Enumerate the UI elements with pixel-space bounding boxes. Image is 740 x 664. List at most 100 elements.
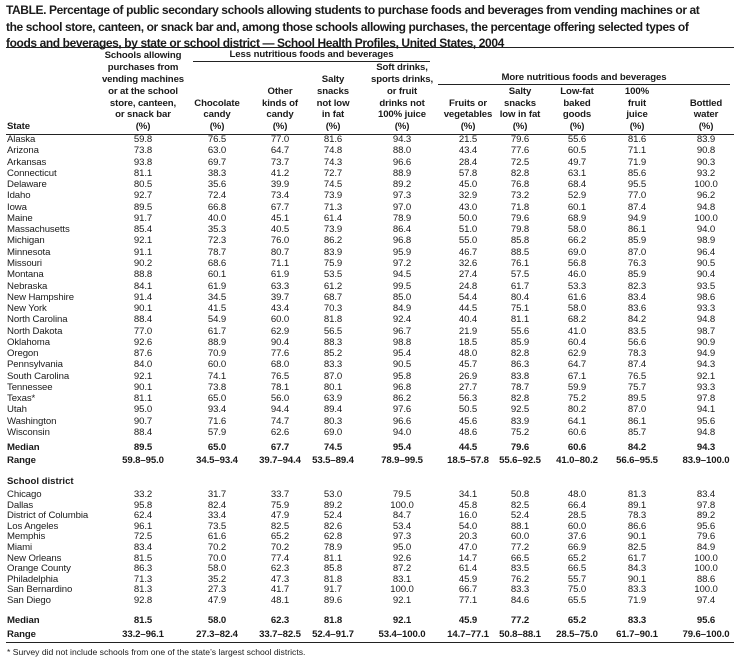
table-cell: 64.7: [567, 359, 587, 371]
table-cell: 67.7: [270, 442, 290, 453]
table-cell: 78.9–99.5: [381, 455, 423, 466]
row-label: Pennsylvania: [7, 359, 63, 371]
table-cell: 70.3: [323, 303, 343, 315]
table-cell: 70.9: [207, 348, 227, 360]
row-label: Wisconsin: [7, 427, 50, 439]
table-cell: 38.3: [207, 167, 227, 179]
table-cell: 97.4: [696, 595, 716, 606]
table-cell: 91.4: [133, 291, 153, 303]
table-cell: 75.0: [567, 584, 587, 596]
table-cell: 66.5: [567, 563, 587, 575]
table-cell: 83.9: [696, 134, 716, 145]
table-cell: 66.9: [567, 542, 587, 553]
table-cell: 70.2: [270, 542, 290, 553]
table-cell: 89.4: [323, 404, 343, 416]
table-cell: 68.6: [207, 257, 227, 269]
table-cell: 72.7: [323, 167, 343, 179]
header-state: State: [7, 51, 87, 133]
table-cell: 14.7–77.1: [447, 629, 489, 640]
column-unit: (%): [209, 121, 225, 133]
column-header-line: store, canteen,: [109, 97, 177, 109]
column-header-line: not low: [316, 97, 350, 109]
table-cell: 62.4: [133, 510, 153, 522]
table-cell: 56.8: [567, 257, 587, 269]
table-cell: 32.9: [458, 190, 478, 202]
table-cell: 73.8: [207, 381, 227, 393]
table-cell: 80.3: [323, 415, 343, 427]
table-cell: 96.2: [696, 190, 716, 202]
table-cell: 89.5: [133, 201, 153, 213]
table-cell: 61.6: [207, 531, 227, 543]
table-cell: 83.9: [323, 246, 343, 258]
table-cell: 96.8: [392, 235, 412, 247]
table-cell: 27.3: [207, 584, 227, 596]
table-cell: 96.8: [392, 381, 412, 393]
table-cell: 66.2: [567, 235, 587, 247]
column-header-line: drinks not: [379, 97, 425, 109]
table-cell: 47.0: [458, 542, 478, 553]
table-cell: 65.2: [567, 615, 587, 626]
group-less-nutritious: Less nutritious foods and beverages: [229, 49, 394, 60]
table-cell: 61.9: [270, 269, 290, 281]
table-cell: 37.6: [567, 531, 587, 543]
column-header-line: 100%: [624, 85, 650, 97]
table-cell: 94.1: [696, 404, 716, 416]
table-cell: 95.9: [392, 246, 412, 258]
table-cell: 68.9: [567, 212, 587, 224]
column-header-line: Low-fat: [560, 85, 594, 97]
table-cell: 77.1: [458, 595, 478, 606]
table-cell: 34.5: [207, 291, 227, 303]
column-header: Schools allowing purchases from vending ma…: [98, 50, 188, 133]
table-cell: 63.0: [207, 145, 227, 157]
table-cell: 48.0: [458, 348, 478, 360]
table-cell: 84.9: [392, 303, 412, 315]
table-cell: 100.0: [694, 179, 718, 191]
column-unit: (%): [135, 121, 151, 133]
table-cell: 57.8: [458, 167, 478, 179]
table-cell: 50.0: [458, 212, 478, 224]
column-header-line: Fruits or: [448, 97, 487, 109]
table-cell: 20.3: [458, 531, 478, 543]
table-cell: 80.4: [510, 291, 530, 303]
table-cell: 81.8: [323, 573, 343, 585]
column-unit: (%): [272, 121, 288, 133]
column-header: Salty snacks not low in fat (%): [305, 51, 361, 133]
table-cell: 90.9: [696, 336, 716, 348]
table-cell: 60.1: [567, 201, 587, 213]
table-cell: 76.5: [207, 134, 227, 145]
table-cell: 58.0: [567, 224, 587, 236]
table-cell: 84.2: [627, 314, 647, 326]
table-cell: 27.4: [458, 269, 478, 281]
table-cell: 31.7: [207, 489, 227, 500]
table-cell: 64.1: [567, 415, 587, 427]
table-cell: 59.8–95.0: [122, 455, 164, 466]
row-label: New York: [7, 303, 47, 315]
table-cell: 78.1: [270, 381, 290, 393]
table-cell: 80.1: [323, 381, 343, 393]
table-cell: 60.0: [510, 531, 530, 543]
table-cell: 94.8: [696, 201, 716, 213]
table-cell: 48.6: [458, 427, 478, 439]
table-cell: 45.0: [458, 179, 478, 191]
table-cell: 70.0: [207, 552, 227, 564]
table-cell: 35.3: [207, 224, 227, 236]
column-header-line: or snack bar: [115, 109, 171, 121]
table-cell: 45.7: [458, 359, 478, 371]
table-cell: 69.0: [567, 246, 587, 258]
table-cell: 65.2: [567, 552, 587, 564]
row-label: Median: [7, 442, 40, 453]
table-cell: 74.7: [270, 415, 290, 427]
table-cell: 56.6–95.5: [616, 455, 658, 466]
table-cell: 78.7: [510, 381, 530, 393]
table-cell: 57.5: [510, 269, 530, 281]
table-cell: 88.4: [133, 314, 153, 326]
table-cell: 95.6: [696, 615, 716, 626]
table-cell: 79.5: [392, 489, 412, 500]
table-cell: 79.8: [510, 224, 530, 236]
table-cell: 60.0: [270, 314, 290, 326]
table-cell: 53.4–100.0: [378, 629, 426, 640]
table-cell: 27.3–82.4: [196, 629, 238, 640]
table-cell: 68.7: [323, 291, 343, 303]
table-cell: 95.0: [133, 404, 153, 416]
table-cell: 90.1: [133, 381, 153, 393]
